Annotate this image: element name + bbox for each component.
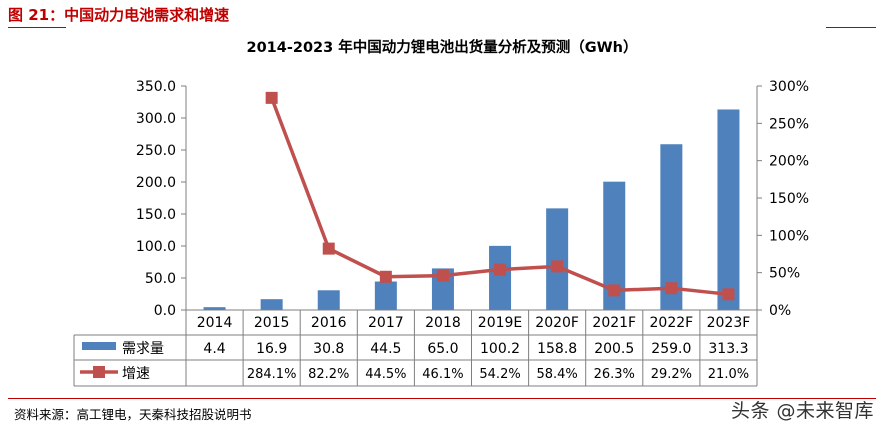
- x-tick-label: 2022F: [650, 315, 694, 331]
- y-left-tick-label: 200.0: [136, 175, 176, 191]
- y-right-tick-label: 50%: [769, 266, 800, 282]
- legend-bar-label: 需求量: [122, 341, 164, 357]
- growth-point-2018: [436, 269, 449, 282]
- header-rule-left: [8, 27, 66, 28]
- legend-bar-swatch: [82, 342, 116, 350]
- y-left-tick-label: 350.0: [136, 79, 176, 95]
- growth-point-2022F: [665, 282, 678, 295]
- bar-2021F: [603, 181, 626, 310]
- y-right-tick-label: 250%: [769, 116, 809, 132]
- watermark: 头条 @未来智库: [730, 400, 874, 422]
- bar-2016: [317, 290, 340, 310]
- table-value-growth: 54.2%: [479, 367, 520, 382]
- table-value-demand: 4.4: [203, 341, 225, 357]
- x-tick-label: 2014: [197, 315, 233, 331]
- legend-line-marker: [93, 366, 105, 378]
- figure-caption: 图 21：中国动力电池需求和增速: [8, 4, 229, 25]
- table-value-growth: 82.2%: [308, 367, 349, 382]
- bar-2023F: [717, 109, 740, 310]
- growth-point-2015: [265, 91, 278, 104]
- table-value-growth: 46.1%: [422, 367, 463, 382]
- y-right-tick-label: 300%: [769, 79, 809, 95]
- y-left-tick-label: 100.0: [136, 239, 176, 255]
- chart-title: 2014-2023 年中国动力锂电池出货量分析及预测（GWh）: [247, 38, 638, 56]
- y-left-tick-label: 50.0: [145, 271, 176, 287]
- table-value-demand: 30.8: [313, 341, 344, 357]
- bar-2020F: [546, 208, 569, 310]
- table-value-growth: 44.5%: [365, 367, 406, 382]
- growth-point-2017: [379, 270, 392, 283]
- x-tick-label: 2017: [368, 315, 404, 331]
- table-value-demand: 158.8: [537, 341, 577, 357]
- growth-point-2020F: [551, 260, 564, 273]
- table-value-demand: 65.0: [427, 341, 458, 357]
- table-value-demand: 200.5: [594, 341, 634, 357]
- table-value-demand: 313.3: [708, 341, 748, 357]
- header-rule-right: [826, 27, 876, 28]
- figure-number: 图 21：: [8, 6, 65, 24]
- x-tick-label: 2021F: [592, 315, 636, 331]
- footer-rule: [8, 398, 876, 399]
- table-value-growth: 284.1%: [247, 367, 297, 382]
- table-value-growth: 29.2%: [651, 367, 692, 382]
- y-right-tick-label: 0%: [769, 303, 791, 319]
- y-left-tick-label: 300.0: [136, 111, 176, 127]
- table-value-demand: 16.9: [256, 341, 287, 357]
- growth-point-2016: [322, 242, 335, 255]
- table-value-demand: 259.0: [651, 341, 691, 357]
- table-value-growth: 58.4%: [536, 367, 577, 382]
- legend-line-label: 增速: [122, 366, 150, 382]
- x-tick-label: 2018: [425, 315, 461, 331]
- bar-2017: [374, 281, 397, 310]
- x-tick-label: 2023F: [707, 315, 751, 331]
- y-left-tick-label: 250.0: [136, 143, 176, 159]
- bar-2014: [203, 307, 226, 310]
- y-right-tick-label: 200%: [769, 154, 809, 170]
- growth-point-2023F: [722, 288, 735, 301]
- y-left-tick-label: 0.0: [154, 303, 176, 319]
- x-tick-label: 2020F: [535, 315, 579, 331]
- x-tick-label: 2015: [254, 315, 290, 331]
- growth-point-2019E: [494, 263, 507, 276]
- table-value-growth: 21.0%: [708, 367, 749, 382]
- y-right-tick-label: 100%: [769, 228, 809, 244]
- bar-2015: [260, 299, 283, 310]
- table-value-demand: 100.2: [480, 341, 520, 357]
- y-right-tick-label: 150%: [769, 191, 809, 207]
- bar-2019E: [489, 245, 512, 310]
- source-note: 资料来源：高工锂电，天秦科技招股说明书: [14, 407, 252, 422]
- table-value-growth: 26.3%: [594, 367, 635, 382]
- bar-2022F: [660, 144, 683, 310]
- x-tick-label: 2019E: [478, 315, 522, 331]
- figure-title: 中国动力电池需求和增速: [64, 6, 230, 24]
- table-value-demand: 44.5: [370, 341, 401, 357]
- growth-point-2021F: [608, 284, 621, 297]
- y-left-tick-label: 150.0: [136, 207, 176, 223]
- x-tick-label: 2016: [311, 315, 347, 331]
